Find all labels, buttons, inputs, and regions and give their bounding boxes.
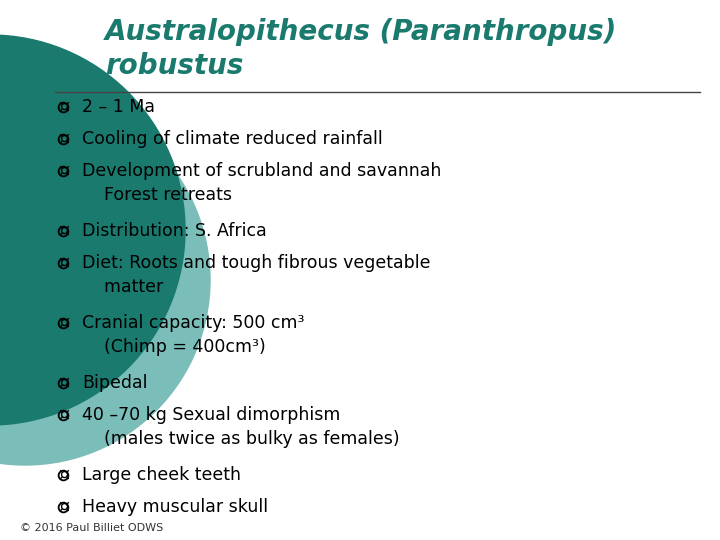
Text: ¤: ¤ — [58, 466, 69, 484]
Text: Bipedal: Bipedal — [82, 374, 148, 392]
Text: © 2016 Paul Billiet ODWS: © 2016 Paul Billiet ODWS — [20, 523, 163, 533]
Text: ¤: ¤ — [58, 314, 69, 332]
Text: Large cheek teeth: Large cheek teeth — [82, 466, 241, 484]
Text: ¤: ¤ — [58, 98, 69, 116]
Circle shape — [0, 95, 210, 465]
Text: ¤: ¤ — [58, 498, 69, 516]
Text: 2 – 1 Ma: 2 – 1 Ma — [82, 98, 155, 116]
Text: ¤: ¤ — [58, 254, 69, 272]
Text: Diet: Roots and tough fibrous vegetable
    matter: Diet: Roots and tough fibrous vegetable … — [82, 254, 431, 295]
Text: Development of scrubland and savannah
    Forest retreats: Development of scrubland and savannah Fo… — [82, 162, 441, 204]
Text: ¤: ¤ — [58, 130, 69, 148]
Text: Distribution: S. Africa: Distribution: S. Africa — [82, 222, 266, 240]
Text: ¤: ¤ — [58, 374, 69, 392]
Text: Cooling of climate reduced rainfall: Cooling of climate reduced rainfall — [82, 130, 383, 148]
Text: Cranial capacity: 500 cm³
    (Chimp = 400cm³): Cranial capacity: 500 cm³ (Chimp = 400cm… — [82, 314, 305, 356]
Text: ¤: ¤ — [58, 162, 69, 180]
Text: ¤: ¤ — [58, 406, 69, 424]
Text: Heavy muscular skull: Heavy muscular skull — [82, 498, 268, 516]
Text: ¤: ¤ — [58, 222, 69, 240]
Text: 40 –70 kg Sexual dimorphism
    (males twice as bulky as females): 40 –70 kg Sexual dimorphism (males twice… — [82, 406, 400, 448]
Text: Australopithecus (Paranthropus): Australopithecus (Paranthropus) — [105, 18, 617, 46]
Text: robustus: robustus — [105, 52, 243, 80]
Circle shape — [0, 35, 185, 425]
